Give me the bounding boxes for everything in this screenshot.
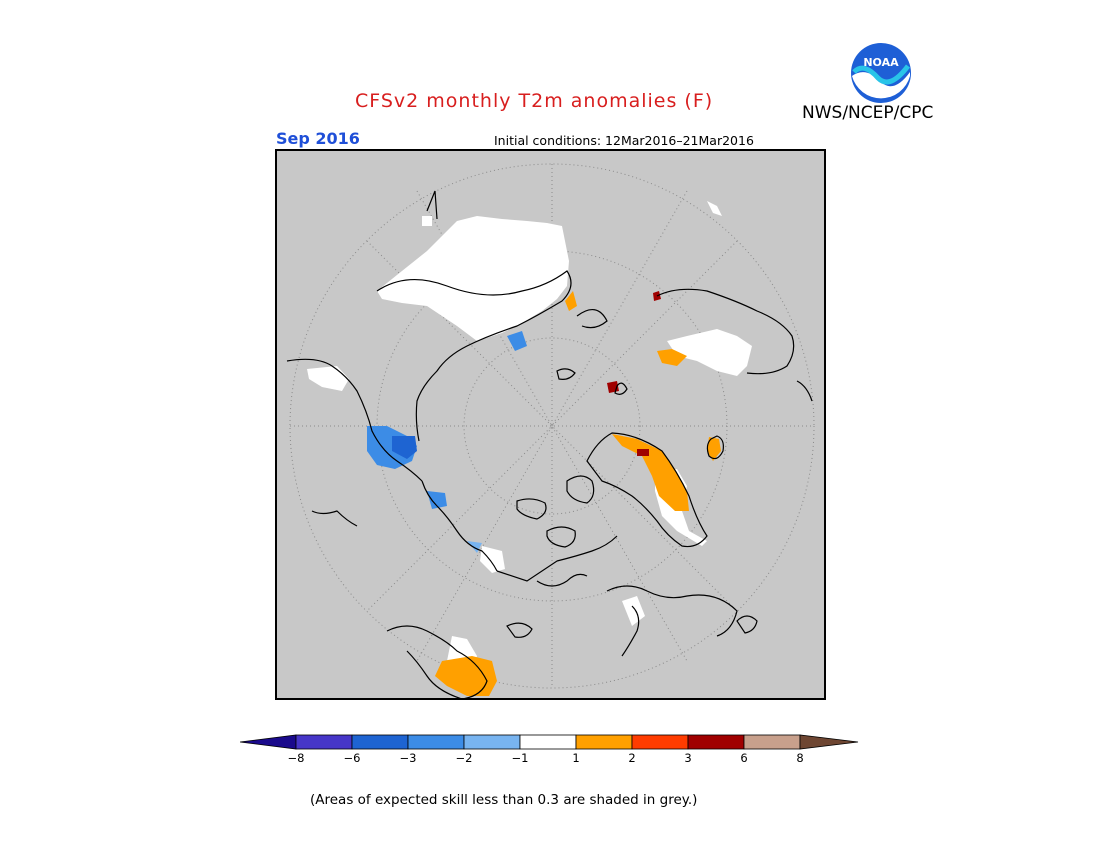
skill-footnote: (Areas of expected skill less than 0.3 a… (310, 792, 698, 808)
legend-swatch (351, 734, 409, 750)
legend-bar (240, 734, 859, 750)
legend-tick: 8 (796, 751, 804, 765)
anomaly-above-normal (435, 291, 721, 696)
legend-swatch (743, 734, 801, 750)
anomaly-below-normal (367, 331, 527, 509)
legend-swatch (407, 734, 465, 750)
anomaly-well-above-normal (607, 291, 661, 456)
legend-tick: 6 (740, 751, 748, 765)
legend-arrow-high (799, 734, 859, 750)
legend-tick: −2 (455, 751, 473, 765)
svg-text:NOAA: NOAA (863, 56, 899, 69)
legend-tick: 2 (628, 751, 636, 765)
anomaly-map (275, 149, 826, 700)
legend-tick: −1 (511, 751, 529, 765)
chart-title: CFSv2 monthly T2m anomalies (F) (355, 90, 714, 112)
anomaly-below-normal-strong (392, 436, 417, 459)
legend-swatch (463, 734, 521, 750)
coastlines (286, 190, 813, 698)
legend-tick: 1 (572, 751, 580, 765)
legend-arrow-low (240, 734, 297, 750)
agency-label: NWS/NCEP/CPC (802, 103, 934, 123)
legend-tick: 3 (684, 751, 692, 765)
legend-swatch (519, 734, 577, 750)
legend-tick: −8 (287, 751, 305, 765)
legend-swatch (295, 734, 353, 750)
legend-swatch (575, 734, 633, 750)
anomaly-slightly-below-normal (467, 541, 482, 553)
color-legend: −8 −6 −3 −2 −1 1 2 3 6 8 (240, 733, 860, 773)
legend-swatch (631, 734, 689, 750)
polar-map-svg (286, 163, 815, 698)
initial-conditions: Initial conditions: 12Mar2016–21Mar2016 (494, 133, 754, 148)
forecast-month: Sep 2016 (276, 129, 360, 148)
legend-swatch (687, 734, 745, 750)
noaa-logo-icon: NOAA (851, 43, 911, 103)
legend-tick: −3 (399, 751, 417, 765)
legend-tick: −6 (343, 751, 361, 765)
